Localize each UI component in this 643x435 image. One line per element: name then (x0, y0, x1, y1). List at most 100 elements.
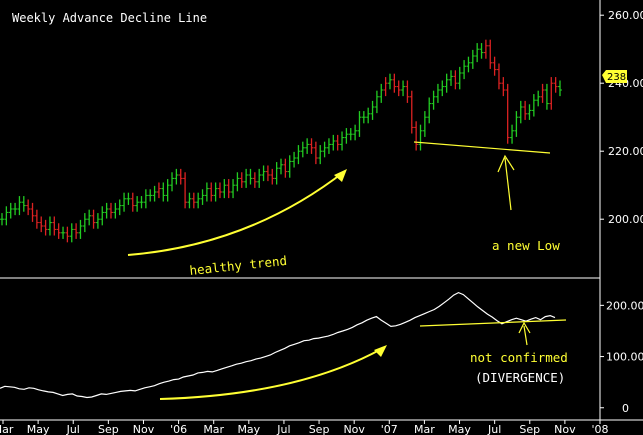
price-bar (21, 196, 26, 212)
price-bar (283, 158, 288, 178)
price-bar (113, 202, 118, 219)
trend-arrow-lower (159, 346, 386, 400)
price-bar (257, 168, 262, 188)
divergence-note: (DIVERGENCE) (475, 370, 565, 385)
price-bar (152, 185, 157, 202)
price-bar (261, 165, 266, 182)
price-bar (518, 100, 523, 124)
price-bar (553, 77, 558, 93)
chart-title: Weekly Advance Decline Line (12, 11, 207, 25)
price-bar (292, 151, 297, 168)
price-bar (401, 80, 406, 97)
price-bar (361, 111, 366, 124)
price-bar (488, 39, 493, 69)
price-bar (130, 192, 135, 212)
price-tick-label: 200.00 (608, 213, 643, 226)
price-bar (191, 192, 196, 209)
x-tick-label: May (27, 423, 50, 435)
price-bar (17, 196, 22, 216)
price-bar (279, 158, 283, 175)
price-bar (183, 172, 188, 209)
price-bar (204, 182, 209, 202)
price-bar (170, 172, 175, 192)
price-bar (357, 111, 362, 137)
price-bar (479, 43, 484, 59)
price-bar (82, 213, 87, 233)
price-bar (558, 80, 562, 97)
price-bar (244, 168, 249, 188)
price-tick-label: 260.00 (608, 9, 643, 22)
price-bar (196, 192, 201, 209)
price-bar (444, 73, 449, 93)
price-bar (43, 219, 48, 236)
x-tick-label: Sep (98, 423, 119, 435)
x-tick-label: Jul (487, 423, 501, 435)
price-bar (122, 192, 127, 212)
price-bar (126, 192, 131, 205)
price-bar (422, 111, 427, 137)
lower-tick-label: 200.000 (606, 299, 643, 312)
breadth-line-group (0, 291, 556, 399)
price-bar (235, 172, 240, 192)
price-bar (510, 124, 515, 144)
x-tick-label: Sep (309, 423, 330, 435)
price-bar (418, 124, 423, 151)
trend-arrowhead-lower (374, 345, 387, 357)
price-bar (414, 121, 419, 151)
price-bar (226, 179, 231, 199)
price-bar (501, 77, 506, 97)
price-bar (65, 226, 70, 243)
not-confirmed-note: not confirmed (470, 350, 568, 365)
price-bar (331, 134, 336, 151)
price-bar (34, 209, 39, 229)
trend-arrowhead-upper (334, 169, 347, 182)
price-bar (540, 83, 545, 103)
price-bar (527, 104, 532, 120)
x-tick-label: '06 (170, 423, 187, 435)
price-bar (405, 80, 410, 103)
price-bar (544, 83, 549, 110)
x-tick-label: Mar (203, 423, 224, 435)
price-bar (8, 202, 13, 219)
price-bar (440, 80, 445, 97)
last-price-label: 238.19 (607, 72, 642, 83)
x-tick-label: Mar (414, 423, 435, 435)
x-tick-label: Nov (554, 423, 576, 435)
last-price-box: 238.19 (602, 70, 642, 83)
price-bar (313, 141, 318, 165)
price-bar (0, 213, 4, 226)
new-low-note: a new Low (492, 238, 560, 253)
price-bar (161, 182, 166, 202)
x-axis-ticks: Mar May Jul Sep Nov '06 Mar May Jul Sep Nov '07 Mar M… (0, 420, 609, 435)
price-bar (30, 202, 35, 222)
price-bar (409, 90, 414, 134)
x-tick-label: Mar (0, 423, 14, 435)
price-bar (340, 131, 345, 151)
price-bars-group (0, 39, 562, 243)
price-bar (231, 179, 236, 199)
price-bar (366, 107, 371, 124)
price-bar (61, 226, 66, 239)
price-bar (470, 49, 475, 69)
price-bar (318, 145, 323, 165)
price-bar (4, 206, 9, 226)
price-bar (222, 179, 227, 199)
price-bar (274, 162, 279, 185)
price-bar (496, 63, 501, 90)
price-bar (108, 202, 113, 219)
price-bar (156, 182, 161, 199)
price-bar (47, 216, 52, 236)
price-bar (305, 138, 310, 154)
price-bar (104, 202, 109, 219)
price-bar (200, 189, 205, 205)
price-bar (322, 141, 327, 158)
price-bar (270, 168, 275, 185)
not-confirmed-arrowhead (518, 321, 531, 334)
price-bar (514, 111, 519, 137)
price-bar (78, 219, 83, 239)
price-tick-label: 220.00 (608, 145, 643, 158)
healthy-trend-note: healthy trend (189, 253, 288, 278)
price-bar (56, 223, 61, 239)
